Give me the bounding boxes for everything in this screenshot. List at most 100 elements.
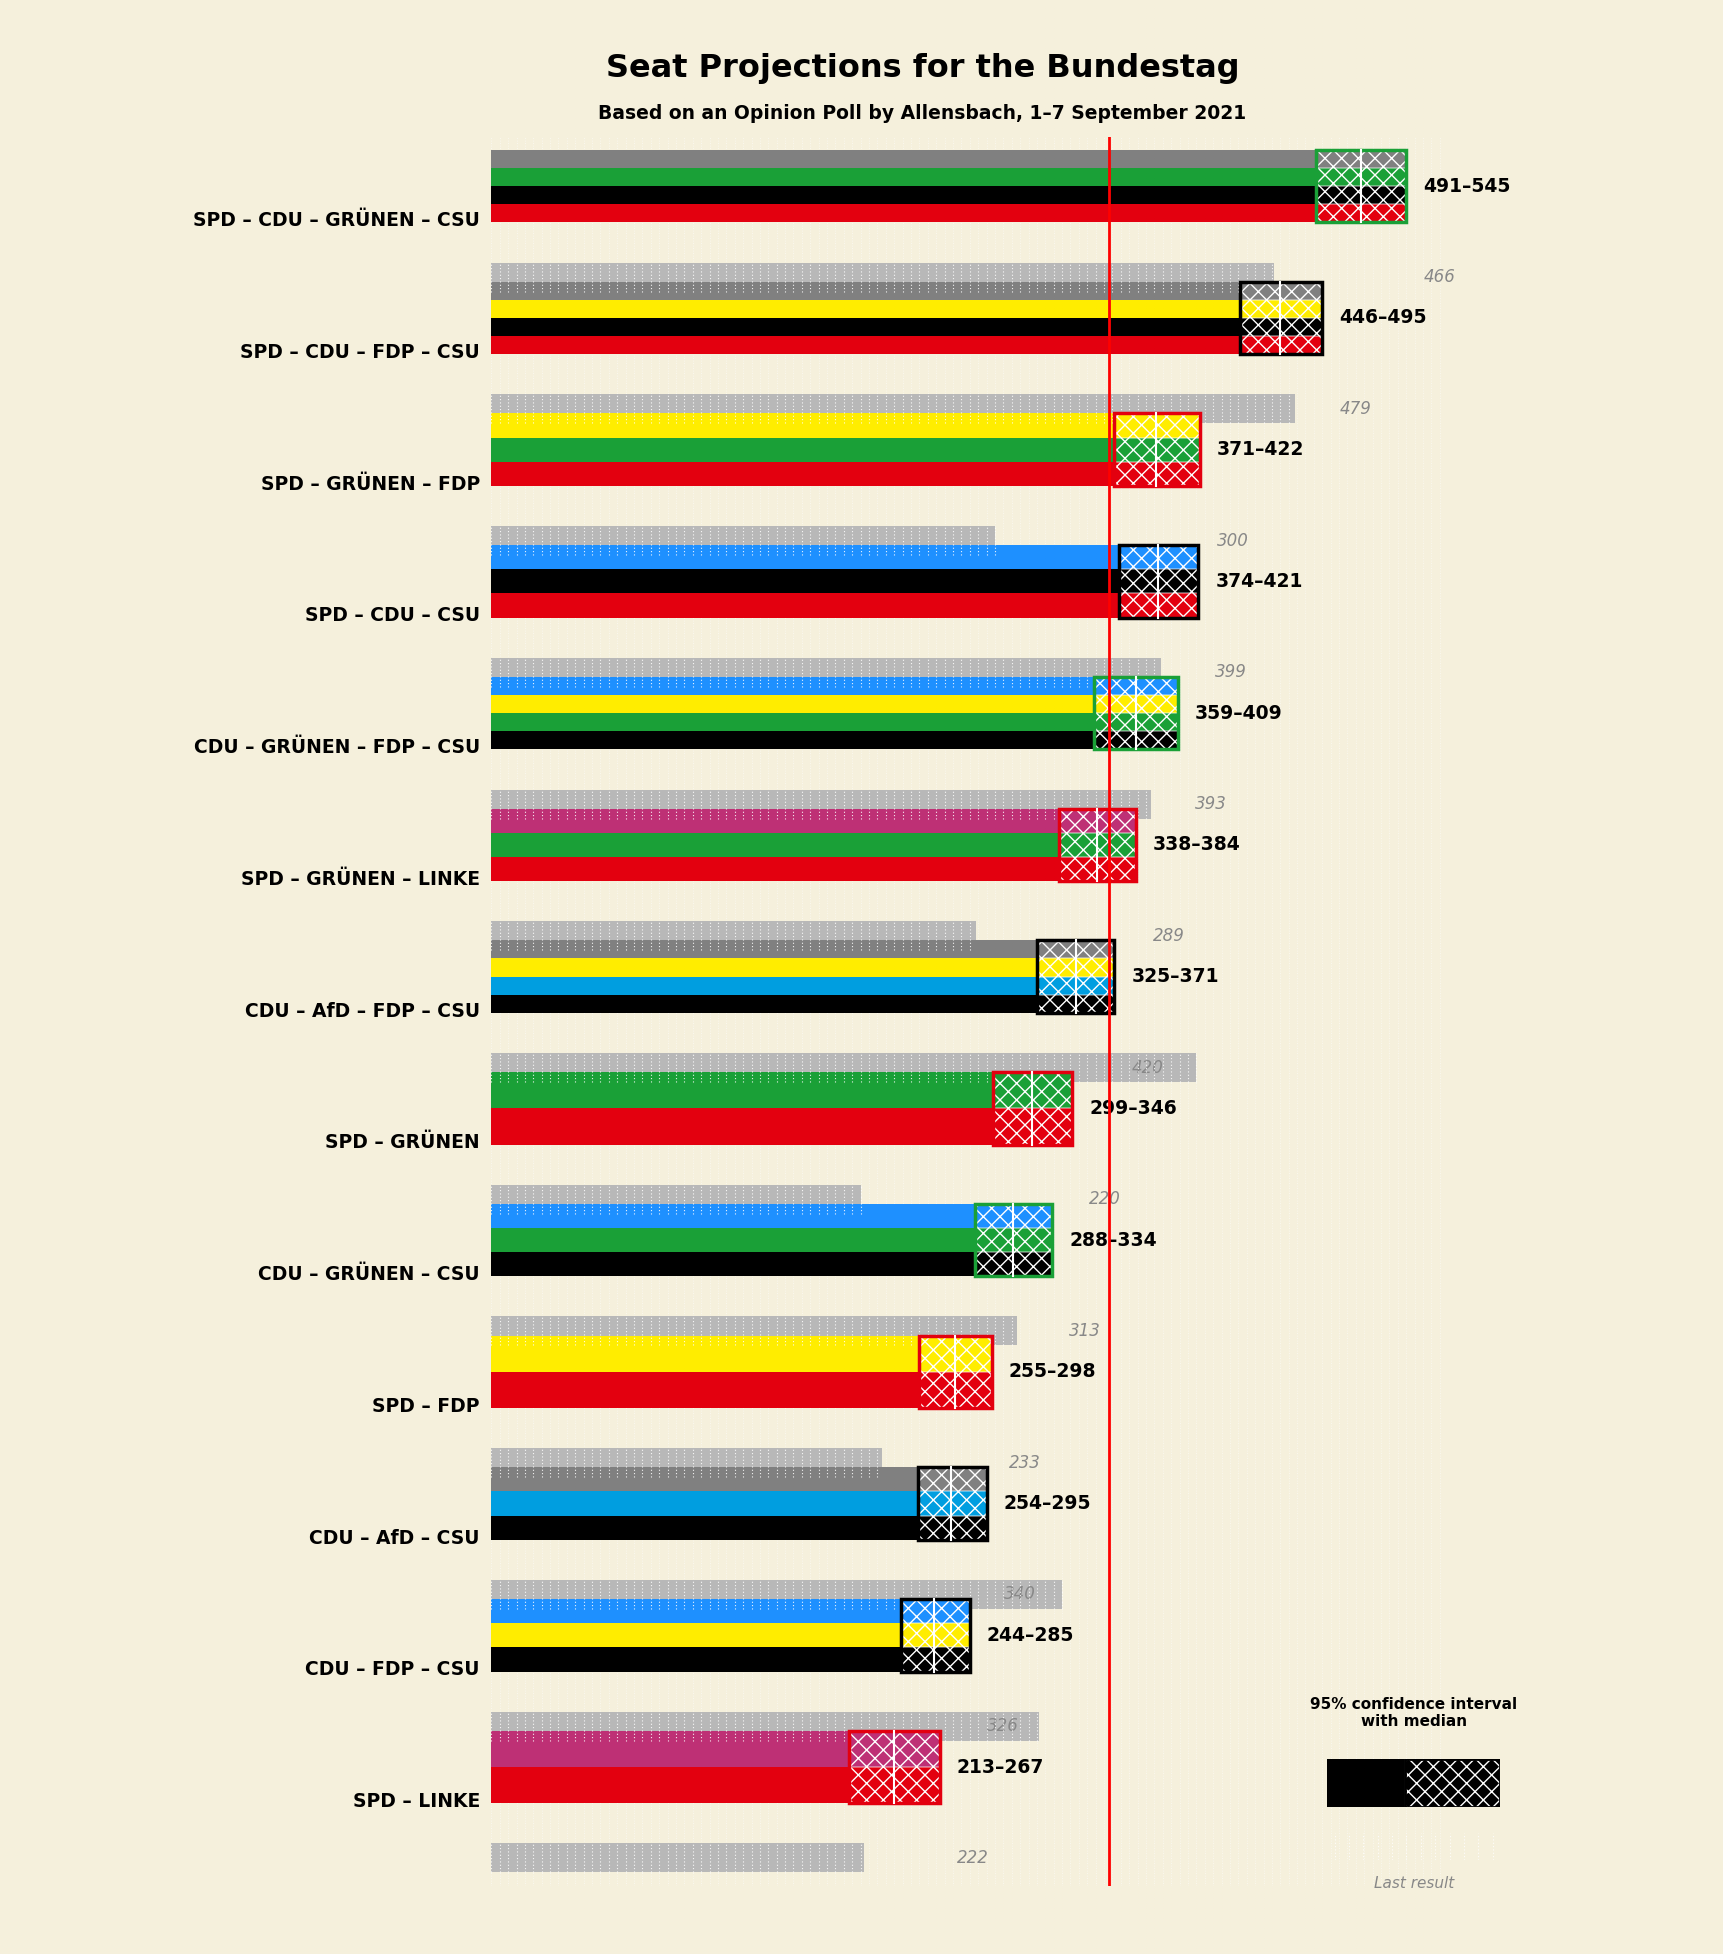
Text: 220: 220 <box>1089 1190 1120 1208</box>
Bar <box>1036 995 1113 1012</box>
Bar <box>491 858 1058 881</box>
Bar <box>1094 731 1177 750</box>
Bar <box>973 1204 1051 1227</box>
Bar <box>491 594 1118 617</box>
Bar <box>973 1227 1051 1253</box>
Bar <box>1118 545 1197 617</box>
Bar <box>1036 959 1113 977</box>
Bar <box>1315 168 1406 186</box>
Text: SPD – CDU – GRÜNEN – CSU: SPD – CDU – GRÜNEN – CSU <box>193 211 479 231</box>
Bar <box>1036 995 1113 1012</box>
Bar <box>917 1467 986 1491</box>
Bar <box>491 1253 973 1276</box>
Text: 95% confidence interval
with median: 95% confidence interval with median <box>1309 1696 1516 1729</box>
Bar <box>1094 713 1177 731</box>
Bar <box>491 438 1113 461</box>
Bar <box>1404 1759 1499 1807</box>
Bar <box>491 1624 901 1647</box>
Bar <box>1315 150 1406 168</box>
Bar <box>491 1184 860 1213</box>
Bar <box>901 1647 968 1671</box>
Text: CDU – AfD – CSU: CDU – AfD – CSU <box>308 1528 479 1548</box>
Text: 300: 300 <box>1216 531 1247 549</box>
Bar <box>848 1766 939 1804</box>
Bar <box>917 1516 986 1540</box>
Text: 359–409: 359–409 <box>1194 703 1282 723</box>
Bar <box>901 1624 968 1647</box>
Bar <box>491 299 1239 319</box>
Text: 491–545: 491–545 <box>1423 176 1509 195</box>
Bar <box>491 713 1094 731</box>
Text: 340: 340 <box>1003 1585 1036 1604</box>
Bar <box>992 1073 1072 1108</box>
Bar <box>1118 545 1197 569</box>
Bar <box>1094 713 1177 731</box>
Bar <box>1118 569 1197 594</box>
Bar <box>1094 676 1177 750</box>
Text: 289: 289 <box>1153 926 1184 946</box>
Text: 446–495: 446–495 <box>1339 309 1427 328</box>
Bar <box>1315 186 1406 205</box>
Bar <box>491 186 1315 205</box>
Text: CDU – FDP – CSU: CDU – FDP – CSU <box>305 1661 479 1678</box>
Bar <box>992 1108 1072 1145</box>
Bar <box>491 395 1294 424</box>
Bar <box>1315 150 1406 168</box>
Bar <box>973 1227 1051 1253</box>
Bar <box>1315 186 1406 205</box>
Bar <box>918 1372 991 1409</box>
Text: 254–295: 254–295 <box>1003 1495 1091 1512</box>
Text: 338–384: 338–384 <box>1153 836 1241 854</box>
Text: 326: 326 <box>986 1718 1018 1735</box>
Bar <box>1118 594 1197 617</box>
Text: 244–285: 244–285 <box>986 1626 1073 1645</box>
Bar <box>973 1253 1051 1276</box>
Bar <box>1315 150 1406 223</box>
Bar <box>917 1516 986 1540</box>
Bar <box>1036 977 1113 995</box>
Bar <box>973 1204 1051 1227</box>
Text: SPD – GRÜNEN – FDP: SPD – GRÜNEN – FDP <box>260 475 479 494</box>
Bar <box>491 262 1273 291</box>
Text: 325–371: 325–371 <box>1130 967 1218 987</box>
Bar <box>1239 336 1322 354</box>
Bar <box>917 1467 986 1491</box>
Bar <box>1113 461 1199 487</box>
Bar <box>1036 977 1113 995</box>
Bar <box>1058 858 1135 881</box>
Text: SPD – CDU – CSU: SPD – CDU – CSU <box>305 606 479 625</box>
Bar <box>491 336 1239 354</box>
Text: Last result: Last result <box>1373 1876 1452 1891</box>
Bar <box>1113 461 1199 487</box>
Text: 420: 420 <box>1130 1059 1163 1077</box>
Bar <box>992 1108 1072 1145</box>
Bar <box>491 569 1118 594</box>
Bar <box>491 832 1058 858</box>
Text: SPD – GRÜNEN – LINKE: SPD – GRÜNEN – LINKE <box>241 870 479 889</box>
Bar <box>491 1712 1037 1741</box>
Bar <box>1113 438 1199 461</box>
Bar <box>491 959 1036 977</box>
Bar <box>1327 1759 1404 1807</box>
Bar <box>491 1843 863 1872</box>
Text: CDU – AfD – FDP – CSU: CDU – AfD – FDP – CSU <box>245 1002 479 1020</box>
Bar <box>491 1598 901 1624</box>
Text: SPD – FDP: SPD – FDP <box>372 1397 479 1417</box>
Text: SPD – GRÜNEN: SPD – GRÜNEN <box>326 1133 479 1153</box>
Text: 213–267: 213–267 <box>956 1757 1044 1776</box>
Text: 393: 393 <box>1194 795 1227 813</box>
Bar <box>491 995 1036 1012</box>
Bar <box>491 1317 1017 1346</box>
Text: 255–298: 255–298 <box>1008 1362 1096 1381</box>
Bar <box>491 1516 917 1540</box>
Bar <box>491 205 1315 223</box>
Text: 399: 399 <box>1215 662 1246 682</box>
Bar <box>1404 1759 1499 1807</box>
Bar <box>1094 731 1177 750</box>
Bar <box>1036 940 1113 959</box>
Bar <box>973 1204 1051 1276</box>
Bar <box>491 1467 917 1491</box>
Bar <box>917 1467 986 1540</box>
Bar <box>491 696 1094 713</box>
Bar <box>901 1647 968 1671</box>
